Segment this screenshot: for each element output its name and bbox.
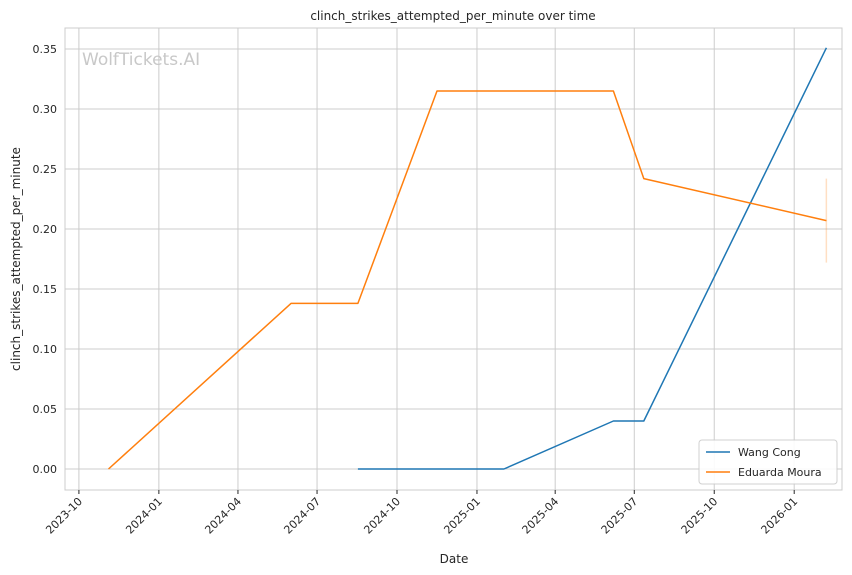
- x-tick-label: 2025-04: [520, 495, 562, 537]
- y-tick-label: 0.00: [33, 463, 58, 476]
- x-tick-labels: 2023-10 2024-01 2024-04 2024-07 2024-10 2025-…: [43, 495, 800, 537]
- y-tick-label: 0.30: [33, 103, 58, 116]
- x-tick-label: 2025-07: [599, 495, 641, 537]
- series-line-eduarda-moura: [107, 90, 827, 470]
- x-tick-label: 2023-10: [43, 495, 85, 537]
- legend-label-wang-cong: Wang Cong: [738, 446, 801, 459]
- y-tick-label: 0.05: [33, 403, 58, 416]
- x-tick-label: 2024-04: [202, 495, 244, 537]
- y-tick-label: 0.15: [33, 283, 58, 296]
- x-tick-label: 2024-07: [281, 495, 323, 537]
- x-tick-label: 2025-10: [679, 495, 721, 537]
- chart-title: clinch_strikes_attempted_per_minute over…: [310, 9, 595, 23]
- x-tick-label: 2024-10: [361, 495, 403, 537]
- x-tick-label: 2025-01: [441, 495, 483, 537]
- legend-label-eduarda-moura: Eduarda Moura: [738, 466, 822, 479]
- y-axis-label: clinch_strikes_attempted_per_minute: [9, 147, 23, 371]
- series-layer: [107, 47, 828, 470]
- x-tick-label: 2024-01: [123, 495, 165, 537]
- x-axis-label: Date: [440, 552, 469, 566]
- grid: [65, 28, 842, 494]
- legend: Wang Cong Eduarda Moura: [698, 439, 838, 485]
- series-line-wang-cong: [357, 47, 828, 470]
- plot-area: [64, 27, 843, 491]
- y-tick-label: 0.20: [33, 223, 58, 236]
- y-tick-label: 0.35: [33, 43, 58, 56]
- y-tick-label: 0.25: [33, 163, 58, 176]
- y-tick-labels: 0.00 0.05 0.10 0.15 0.20 0.25 0.30 0.35: [33, 43, 58, 476]
- x-tick-label: 2026-01: [759, 495, 801, 537]
- legend-box: [698, 439, 838, 485]
- watermark: WolfTickets.AI: [82, 50, 200, 70]
- y-tick-label: 0.10: [33, 343, 58, 356]
